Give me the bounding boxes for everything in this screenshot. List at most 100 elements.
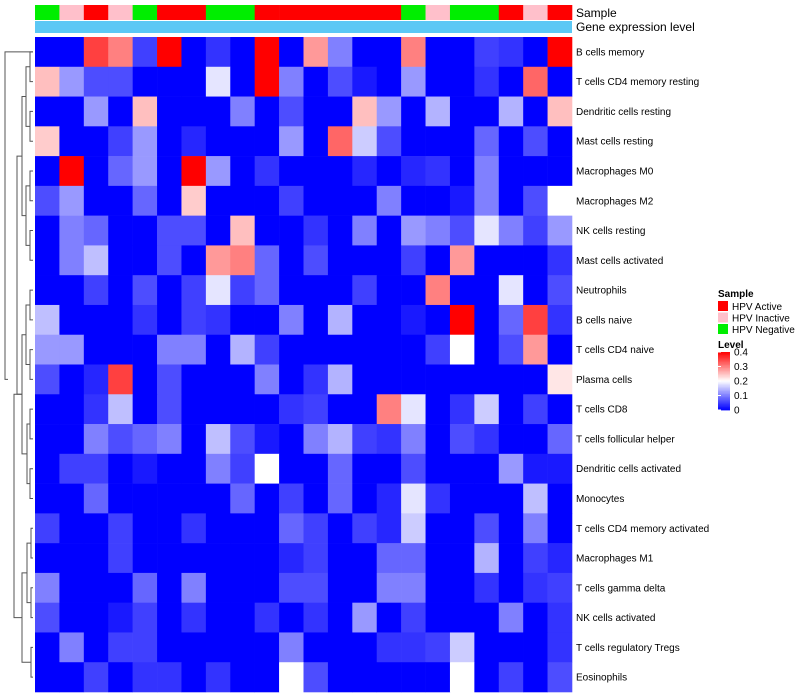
heatmap-cell bbox=[425, 96, 451, 127]
heatmap-cell bbox=[376, 245, 402, 276]
level-colorbar-segment bbox=[718, 370, 730, 373]
heatmap-cell bbox=[449, 156, 475, 187]
sample-annotation-cell bbox=[254, 5, 280, 20]
heatmap-cell bbox=[132, 513, 158, 544]
heatmap-cell bbox=[425, 483, 451, 514]
heatmap-cell bbox=[205, 334, 231, 365]
gene-expression-track-label: Gene expression level bbox=[576, 20, 695, 34]
heatmap-cell bbox=[547, 513, 573, 544]
heatmap-cell bbox=[498, 483, 524, 514]
heatmap-cell bbox=[132, 662, 158, 693]
heatmap-cell bbox=[205, 424, 231, 455]
heatmap-cell bbox=[181, 364, 207, 395]
heatmap-cell bbox=[449, 572, 475, 603]
heatmap-cell bbox=[59, 334, 85, 365]
heatmap-cell bbox=[83, 304, 109, 336]
level-colorbar-segment bbox=[718, 379, 730, 382]
level-colorbar-segment bbox=[718, 367, 730, 370]
heatmap-cell bbox=[401, 632, 426, 663]
heatmap-cell bbox=[401, 37, 426, 68]
heatmap-cell bbox=[547, 334, 573, 365]
heatmap-cell bbox=[279, 96, 304, 127]
heatmap-cell bbox=[230, 424, 255, 455]
heatmap-cell bbox=[83, 632, 109, 663]
level-colorbar-segment bbox=[718, 386, 730, 389]
heatmap-cell bbox=[132, 275, 158, 306]
level-colorbar-segment bbox=[718, 365, 730, 367]
heatmap-cell bbox=[303, 364, 329, 395]
dendrogram-branch bbox=[29, 408, 33, 440]
heatmap-cell bbox=[157, 334, 182, 365]
heatmap-cell bbox=[254, 662, 280, 693]
heatmap-cell bbox=[205, 632, 231, 663]
level-colorbar-segment bbox=[718, 375, 730, 378]
heatmap-cell bbox=[376, 453, 402, 484]
heatmap-cell bbox=[59, 424, 85, 455]
heatmap-cell bbox=[449, 602, 475, 633]
heatmap-cell bbox=[327, 632, 353, 663]
heatmap-cell bbox=[205, 304, 231, 336]
heatmap-cell bbox=[254, 394, 280, 425]
level-colorbar-segment bbox=[718, 401, 730, 404]
heatmap-cell bbox=[425, 513, 451, 544]
heatmap-cell bbox=[132, 572, 158, 603]
heatmap-cell bbox=[254, 185, 280, 216]
heatmap-cell bbox=[83, 185, 109, 216]
row-label: T cells CD8 bbox=[576, 405, 628, 416]
heatmap-cell bbox=[498, 602, 524, 633]
heatmap-cell bbox=[205, 66, 231, 97]
heatmap-cell bbox=[157, 156, 182, 187]
level-colorbar-segment bbox=[718, 373, 730, 376]
heatmap-cell bbox=[83, 662, 109, 693]
heatmap-cell bbox=[59, 66, 85, 97]
heatmap-cell bbox=[254, 66, 280, 97]
heatmap-cell bbox=[181, 156, 207, 187]
heatmap-cell bbox=[425, 126, 451, 157]
heatmap-cell bbox=[181, 37, 207, 68]
heatmap-cell bbox=[59, 602, 85, 633]
heatmap-cell bbox=[303, 662, 329, 693]
heatmap-cell bbox=[108, 453, 133, 484]
heatmap-cell bbox=[254, 483, 280, 514]
heatmap-cell bbox=[376, 215, 402, 246]
heatmap-cell bbox=[498, 156, 524, 187]
heatmap-cell bbox=[401, 424, 426, 455]
heatmap-cell bbox=[108, 215, 133, 246]
heatmap-cell bbox=[279, 543, 304, 574]
heatmap-cell bbox=[205, 185, 231, 216]
heatmap-cell bbox=[523, 334, 548, 365]
heatmap-cell bbox=[181, 662, 207, 693]
heatmap-cell bbox=[425, 275, 451, 306]
row-label: T cells CD4 memory resting bbox=[576, 77, 699, 88]
heatmap-cell bbox=[108, 334, 133, 365]
heatmap-cell bbox=[474, 304, 500, 336]
heatmap-cell bbox=[303, 543, 329, 574]
heatmap-cell bbox=[230, 453, 255, 484]
heatmap-cell bbox=[449, 185, 475, 216]
heatmap-cell bbox=[181, 543, 207, 574]
level-colorbar-segment bbox=[718, 359, 730, 362]
level-colorbar-segment bbox=[718, 404, 730, 407]
heatmap-cell bbox=[376, 632, 402, 663]
dendrogram-branch bbox=[29, 51, 33, 83]
row-label: Mast cells activated bbox=[576, 256, 663, 267]
heatmap-cell bbox=[83, 156, 109, 187]
heatmap-cell bbox=[279, 66, 304, 97]
heatmap-cell bbox=[523, 126, 548, 157]
heatmap-cell bbox=[523, 453, 548, 484]
heatmap-cell bbox=[181, 632, 207, 663]
heatmap-cell bbox=[181, 304, 207, 336]
heatmap-cells bbox=[35, 37, 573, 693]
heatmap-cell bbox=[230, 334, 255, 365]
heatmap-cell bbox=[376, 513, 402, 544]
heatmap-cell bbox=[401, 572, 426, 603]
heatmap-cell bbox=[474, 364, 500, 395]
dendrogram-branch bbox=[16, 155, 22, 395]
sample-annotation-cell bbox=[547, 5, 573, 20]
heatmap-cell bbox=[83, 483, 109, 514]
level-colorbar-segment bbox=[718, 408, 730, 411]
heatmap-cell bbox=[205, 513, 231, 544]
heatmap-cell bbox=[35, 37, 60, 68]
heatmap-cell bbox=[425, 156, 451, 187]
heatmap-cell bbox=[303, 245, 329, 276]
